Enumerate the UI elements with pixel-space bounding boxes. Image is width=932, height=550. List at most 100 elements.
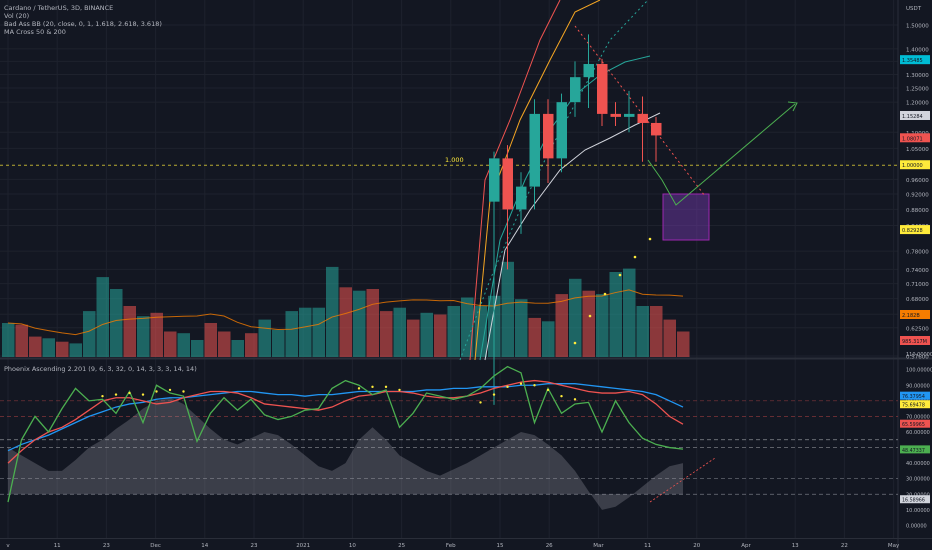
volume-bar xyxy=(501,261,514,357)
volume-bar xyxy=(393,307,406,357)
price-tag: 1.00000 xyxy=(900,160,930,170)
volume-indicator-label[interactable]: Vol (20) xyxy=(4,12,30,20)
price-tag-box xyxy=(900,160,930,170)
symbol-title[interactable]: Cardano / TetherUS, 3D, BINANCE xyxy=(4,4,114,12)
volume-bar xyxy=(83,311,96,357)
osc-dot xyxy=(492,393,496,396)
resistance-dotted-line xyxy=(574,25,706,197)
volume-bar xyxy=(96,277,109,357)
price-tag-value: 985.317M xyxy=(902,339,927,345)
volume-bar xyxy=(258,319,271,357)
volume-bar xyxy=(515,299,528,357)
volume-bar xyxy=(218,331,231,357)
volume-bar xyxy=(447,306,460,357)
time-tick-label: 11 xyxy=(644,543,651,549)
osc-tick-label: 90.00000 xyxy=(906,383,930,389)
candle-body xyxy=(624,113,635,117)
candle-body xyxy=(529,113,540,187)
volume-bar xyxy=(434,314,447,357)
osc-dot xyxy=(506,385,509,389)
volume-bar xyxy=(231,340,244,357)
volume-bar xyxy=(164,331,177,357)
volume-bar xyxy=(326,266,339,357)
projection-dot xyxy=(573,341,577,345)
osc-value-text: 48.47337 xyxy=(902,448,925,454)
price-tick-label: 0.88000 xyxy=(906,208,929,214)
volume-bar xyxy=(677,331,690,357)
osc-dot xyxy=(479,401,482,404)
oscillator-label[interactable]: Phoenix Ascending 2.201 (9, 6, 3, 32, 0,… xyxy=(4,365,197,373)
osc-dot xyxy=(101,394,104,398)
osc-dot xyxy=(114,393,118,396)
osc-value-text: 16.58966 xyxy=(902,498,925,504)
oscillator-legend[interactable]: Phoenix Ascending 2.201 (9, 6, 3, 32, 0,… xyxy=(4,365,197,373)
price-tag-box xyxy=(900,225,930,235)
osc-value-tag: 16.58966 xyxy=(900,495,930,504)
ma-cross-indicator-label[interactable]: MA Cross 50 & 200 xyxy=(4,28,66,36)
osc-value-box xyxy=(900,495,930,504)
volume-bar xyxy=(609,272,622,357)
volume-bar xyxy=(29,336,42,357)
osc-value-tag: 48.47337 xyxy=(900,445,930,454)
price-tag-box xyxy=(900,110,930,120)
volume-bar xyxy=(569,278,582,357)
candle-body xyxy=(610,113,621,117)
projection-dot xyxy=(618,273,622,277)
price-tick-label: 1.40000 xyxy=(906,47,929,53)
osc-tick-label: 100.00000 xyxy=(906,368,932,374)
volume-bar xyxy=(312,307,325,357)
price-tick-label: 1.20000 xyxy=(906,101,929,107)
osc-dot xyxy=(182,390,185,393)
volume-bar xyxy=(353,290,366,357)
volume-bar xyxy=(191,340,204,357)
projection-dot xyxy=(648,237,652,241)
osc-dot xyxy=(519,382,523,385)
price-tick-label: 1.50000 xyxy=(906,24,929,30)
osc-tick-label: 30.00000 xyxy=(906,477,930,483)
price-tick-label: 0.92000 xyxy=(906,193,929,199)
volume-bar xyxy=(123,306,136,357)
band-line xyxy=(469,0,561,361)
candle-body xyxy=(543,113,554,159)
time-tick-label: 26 xyxy=(546,543,553,549)
osc-dotted-line xyxy=(649,457,716,503)
volume-bar xyxy=(15,324,28,357)
time-tick-label: Feb xyxy=(446,543,456,549)
price-tag: 0.82928 xyxy=(900,225,930,235)
candle-body xyxy=(516,186,527,210)
osc-tick-label: 10.00000 xyxy=(906,508,930,514)
osc-dot xyxy=(560,394,563,398)
volume-bar xyxy=(285,311,298,357)
volume-bar xyxy=(150,312,163,357)
fib-label: 1.000 xyxy=(445,156,464,164)
band-line xyxy=(459,0,649,361)
osc-dot xyxy=(371,385,374,389)
osc-dot xyxy=(398,388,401,392)
osc-value-tag: 65.59965 xyxy=(900,419,930,428)
osc-dot xyxy=(533,384,536,387)
volume-bar xyxy=(42,338,55,357)
candle-body xyxy=(583,64,594,78)
osc-dot xyxy=(573,398,577,401)
candle-body xyxy=(597,64,608,114)
osc-tick-label: 60.00000 xyxy=(906,430,930,436)
price-tick-label: 0.71000 xyxy=(906,282,929,288)
volume-bar xyxy=(204,323,217,357)
volume-bar xyxy=(339,287,352,357)
time-tick-label: 15 xyxy=(497,543,504,549)
price-tag-box xyxy=(900,133,930,143)
bollinger-indicator-label[interactable]: Bad Ass BB (20, close, 0, 1, 1.618, 2.61… xyxy=(4,20,162,28)
candle-body xyxy=(502,158,513,210)
osc-dot xyxy=(168,388,172,392)
time-tick-label: 20 xyxy=(693,543,700,549)
projection-dot xyxy=(633,255,637,259)
volume-bar xyxy=(137,316,150,357)
time-tick-label: Dec xyxy=(150,543,161,549)
time-tick-label: 13 xyxy=(792,543,799,549)
time-tick-label: 11 xyxy=(54,543,61,549)
candle-body xyxy=(637,113,648,123)
volume-bar xyxy=(2,323,15,357)
price-tick-label: 1.05000 xyxy=(906,147,929,153)
price-tag-value: 1.15284 xyxy=(902,114,923,120)
